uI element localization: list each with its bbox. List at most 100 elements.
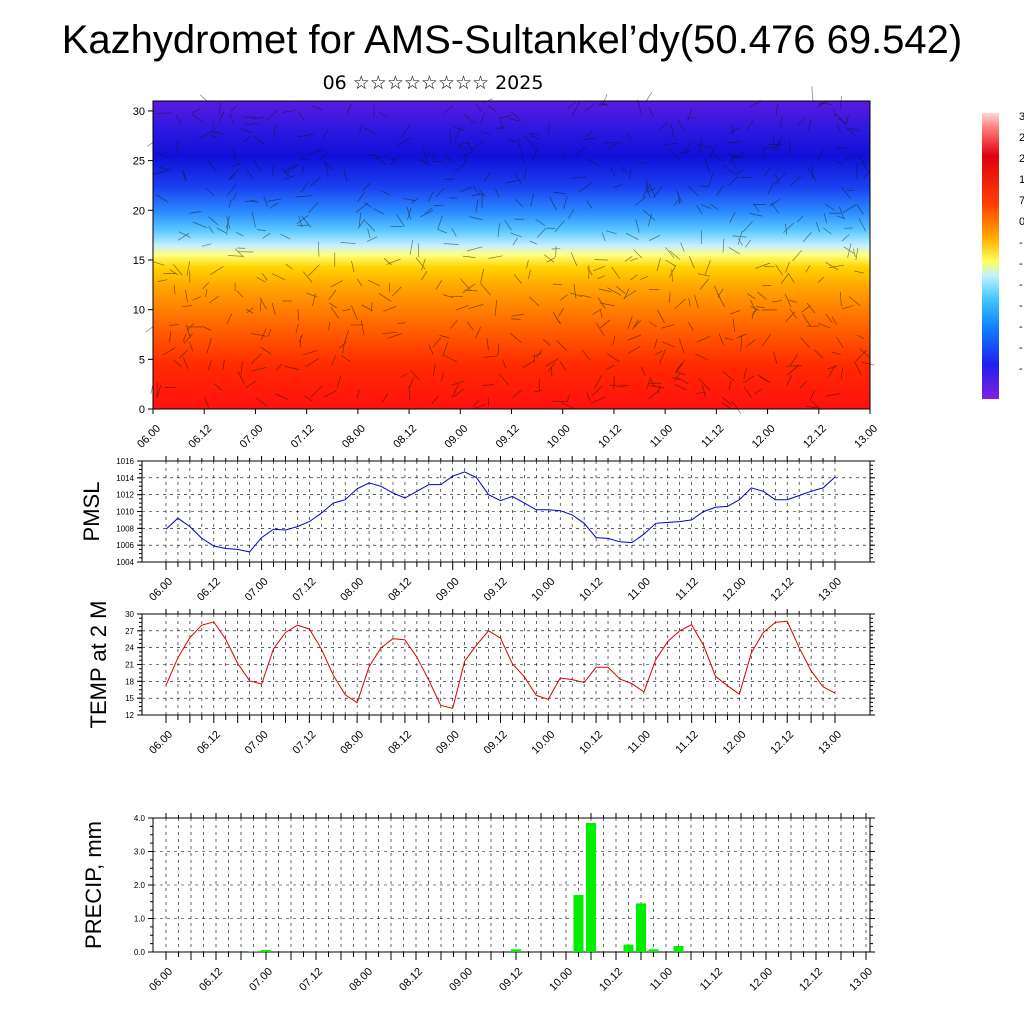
wind-barb [497,343,500,356]
wind-barb [173,264,183,276]
cross-section-panel: 0 5 10 15 20 25 30 06.00 06.12 07.00 07.12 08.00 08.… [133,86,880,451]
wind-barb [287,163,299,174]
wind-barb [522,360,535,368]
wind-barb [635,218,640,233]
wind-barb [863,170,870,179]
wind-barb [796,215,804,223]
wind-barb [668,148,681,160]
wind-barb [552,400,568,403]
wind-barb [649,377,655,387]
wind-barb [410,370,421,381]
wind-barb [825,313,833,324]
wind-barb [728,380,732,391]
x-tick-label: 06.00 [147,966,175,994]
wind-barb [669,250,681,260]
wind-barb [594,375,603,389]
wind-barb [175,115,182,126]
wind-barb [530,134,540,141]
wind-barb [464,289,478,292]
wind-barb [789,308,797,319]
wind-barb [530,193,535,207]
wind-barb [670,123,675,139]
wind-barb [205,288,208,297]
wind-barb [721,402,732,409]
wind-barb [351,260,355,273]
wind-barb [649,183,656,197]
x-tick-label: 06.12 [195,729,223,757]
wind-barb [839,291,842,307]
wind-barb [731,400,742,414]
colorbar: 3 2 2 1 7 0 - - - - - - - [982,111,1024,399]
wind-barb [805,264,811,273]
wind-barb [623,288,630,300]
precip-bar [673,946,684,952]
wind-barb [173,284,176,295]
wind-barb [499,115,511,119]
wind-barb [145,326,154,333]
wind-barb [831,351,841,356]
wind-barb [857,155,866,165]
wind-barb [632,319,639,330]
wind-barb [397,322,406,324]
wind-barb [542,339,551,346]
wind-barb [355,202,369,213]
wind-barb [251,211,256,228]
wind-barb [790,354,798,366]
wind-barb [207,161,218,171]
wind-barb [668,264,677,278]
wind-barb [432,363,436,377]
wind-barb [463,113,476,125]
wind-barb [245,308,254,314]
wind-barb [612,335,616,346]
colorbar-label: - [1019,258,1023,270]
wind-barb [379,112,389,118]
wind-barb [842,204,857,214]
wind-barb [400,125,410,139]
wind-barb [173,359,182,367]
wind-barb [658,122,668,131]
x-tick-label: 12.00 [750,423,778,451]
wind-barb [776,104,778,115]
wind-barb [338,341,348,349]
wind-barb [460,278,472,291]
wind-barb [357,218,366,229]
wind-barb [646,379,651,390]
wind-barb [400,373,409,378]
wind-barb [613,184,623,188]
x-tick-label: 12.00 [721,729,749,757]
wind-barb [772,134,775,146]
wind-barb [207,360,212,371]
wind-barb [330,307,340,319]
wind-barb [695,143,711,148]
x-tick-label: 07.00 [243,576,271,604]
x-tick-label: 07.12 [291,729,319,757]
wind-barb [298,133,315,137]
wind-barb [817,149,825,161]
wind-barb [570,252,578,267]
wind-barb [234,153,236,163]
wind-barb [573,283,577,299]
wind-barb [510,333,522,343]
wind-barb [559,294,568,301]
wind-barb [495,188,500,198]
wind-barb [731,124,735,135]
wind-barb [558,307,564,317]
wind-barb [366,236,378,242]
wind-barb [545,357,560,367]
x-tick-label: 06.00 [135,423,163,451]
temp-panel: 12 15 18 21 24 27 30 06.00 06.12 07.00 07.12 08.00 0… [86,601,875,757]
x-tick-label: 10.00 [545,423,573,451]
wind-barb [769,198,780,207]
x-tick-label: 09.12 [494,423,522,451]
chart-title: Kazhydromet for AMS-Sultankel’dy(50.476 … [61,18,963,62]
wind-barb [462,255,476,258]
wind-barb [453,126,465,131]
x-tick-label: 08.00 [347,966,375,994]
wind-barb [177,232,190,241]
wind-barb [272,273,285,281]
x-tick-label: 07.00 [243,729,271,757]
x-tick-label: 10.00 [547,966,575,994]
x-tick-label: 13.00 [847,966,875,994]
wind-barb [674,298,686,309]
wind-barb [776,136,783,152]
